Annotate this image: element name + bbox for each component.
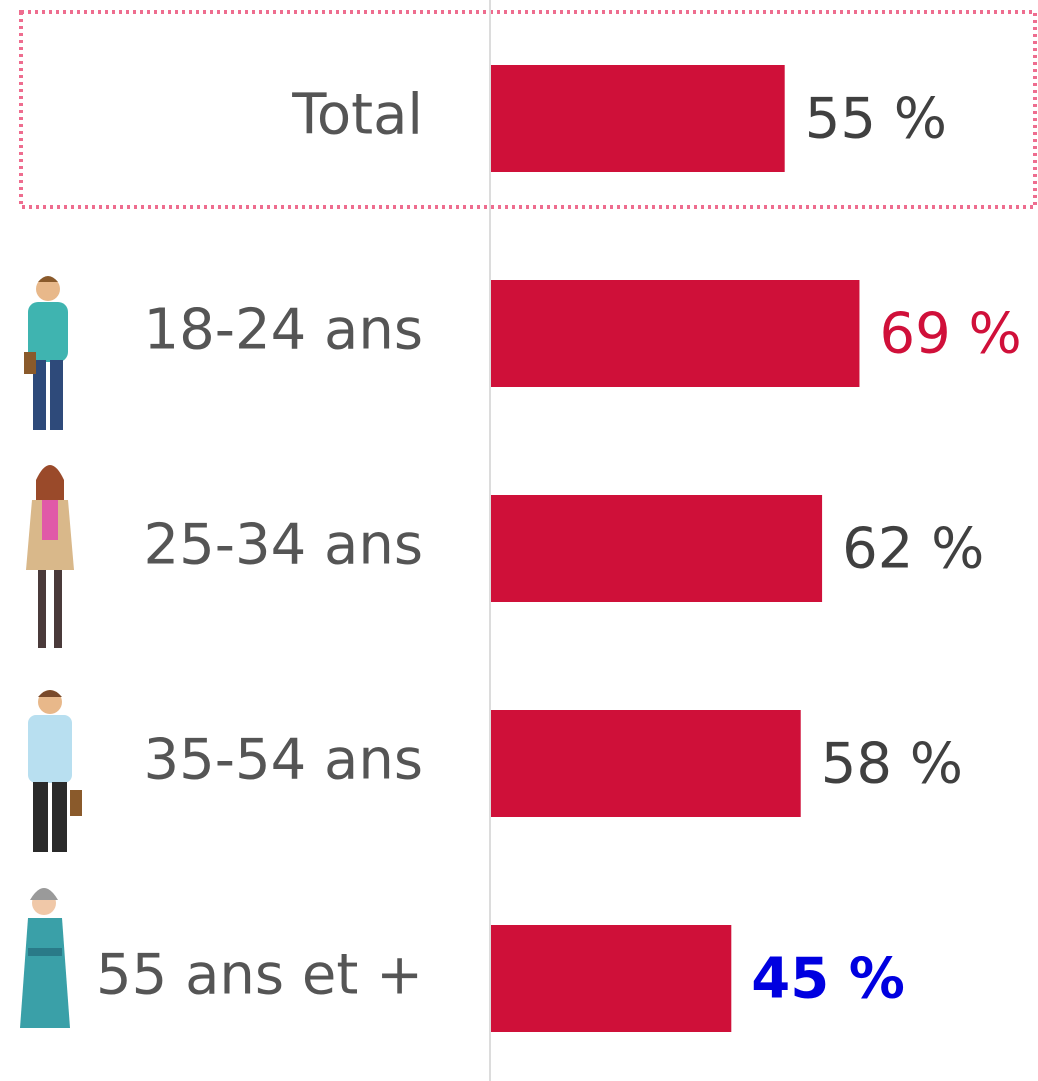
person-icon <box>26 465 74 648</box>
category-label: Total <box>291 83 423 148</box>
bar <box>491 710 801 817</box>
category-label: 35-54 ans <box>143 728 423 793</box>
value-label: 45 % <box>751 947 905 1012</box>
value-label: 55 % <box>805 87 947 152</box>
value-label: 62 % <box>842 517 984 582</box>
person-icon <box>24 276 68 430</box>
bar <box>491 280 860 387</box>
bar <box>491 925 732 1032</box>
highlight-box <box>19 10 1037 209</box>
bar <box>491 495 823 602</box>
value-label: 58 % <box>821 732 963 797</box>
category-label: 25-34 ans <box>143 513 423 578</box>
category-label: 18-24 ans <box>143 298 423 363</box>
person-icon <box>28 690 82 852</box>
value-label: 69 % <box>879 302 1021 367</box>
bar <box>491 65 785 172</box>
category-label: 55 ans et + <box>96 943 423 1008</box>
person-icon <box>20 888 70 1028</box>
